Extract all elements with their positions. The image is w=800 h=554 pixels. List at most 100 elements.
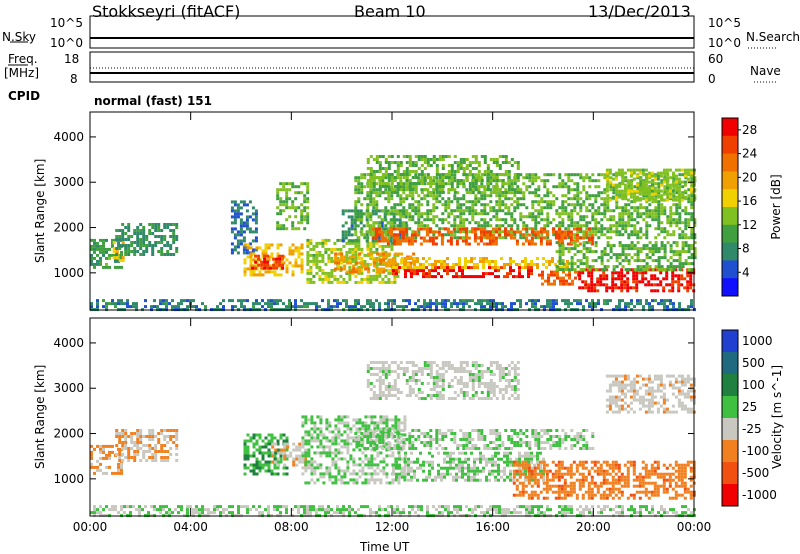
echo-cell xyxy=(366,236,370,240)
echo-cell xyxy=(636,212,640,216)
echo-cell xyxy=(627,215,631,219)
echo-cell xyxy=(585,508,588,512)
echo-cell xyxy=(553,279,556,283)
echo-cell xyxy=(118,432,122,435)
echo-cell xyxy=(133,241,137,244)
echo-cell xyxy=(120,256,123,260)
echo-cell xyxy=(120,471,123,475)
echo-cell xyxy=(153,508,156,512)
echo-cell xyxy=(348,505,351,509)
echo-cell xyxy=(453,179,457,183)
echo-cell xyxy=(423,218,427,222)
echo-cell xyxy=(384,182,388,185)
echo-cell xyxy=(638,189,642,193)
echo-cell xyxy=(666,305,669,309)
echo-cell xyxy=(600,191,604,195)
echo-cell xyxy=(690,212,694,216)
echo-cell xyxy=(381,185,385,188)
echo-cell xyxy=(393,206,397,210)
echo-cell xyxy=(629,180,633,184)
nsearch-top-tick: 10^5 xyxy=(708,16,741,30)
echo-cell xyxy=(645,247,649,251)
echo-cell xyxy=(528,511,531,515)
echo-cell xyxy=(318,268,322,272)
echo-cell xyxy=(330,280,334,284)
echo-cell xyxy=(638,177,642,181)
echo-cell xyxy=(369,188,373,192)
echo-cell xyxy=(537,209,541,213)
echo-cell xyxy=(366,265,370,269)
echo-cell xyxy=(518,266,521,270)
echo-cell xyxy=(636,268,640,272)
echo-cell xyxy=(151,456,155,459)
echo-cell xyxy=(573,253,577,257)
echo-cell xyxy=(558,173,562,177)
echo-cell xyxy=(434,275,437,279)
echo-cell xyxy=(111,241,114,245)
echo-cell xyxy=(620,195,624,199)
echo-cell xyxy=(377,236,381,240)
echo-cell xyxy=(468,299,471,303)
echo-cell xyxy=(489,158,493,161)
echo-cell xyxy=(285,511,288,515)
echo-cell xyxy=(516,173,520,176)
echo-cell xyxy=(480,182,484,186)
echo-cell xyxy=(376,267,380,271)
echo-cell xyxy=(139,247,143,250)
echo-cell xyxy=(246,511,249,515)
echo-cell xyxy=(139,223,143,226)
echo-cell xyxy=(534,236,538,240)
echo-cell xyxy=(606,218,610,222)
echo-cell xyxy=(281,266,285,270)
echo-cell xyxy=(684,227,688,231)
echo-cell xyxy=(136,447,140,450)
echo-cell xyxy=(437,272,440,276)
echo-cell xyxy=(404,227,408,231)
echo-cell xyxy=(546,236,550,240)
echo-cell xyxy=(402,200,406,204)
echo-cell xyxy=(543,200,547,204)
echo-cell xyxy=(534,173,538,177)
echo-cell xyxy=(154,450,158,453)
echo-cell xyxy=(477,188,481,192)
echo-cell xyxy=(297,508,300,512)
echo-cell xyxy=(651,218,655,222)
echo-cell xyxy=(675,265,679,269)
echo-cell xyxy=(282,209,286,213)
echo-cell xyxy=(645,230,649,234)
echo-cell xyxy=(435,299,438,303)
echo-cell xyxy=(483,212,487,216)
echo-cell xyxy=(602,277,606,281)
echo-cell xyxy=(603,212,607,216)
echo-cell xyxy=(261,273,265,277)
echo-cell xyxy=(399,200,403,204)
echo-cell xyxy=(246,243,250,247)
echo-cell xyxy=(90,453,93,457)
echo-cell xyxy=(254,221,258,225)
echo-cell xyxy=(248,230,252,234)
echo-cell xyxy=(360,230,364,234)
echo-cell xyxy=(645,268,649,272)
echo-cell xyxy=(483,188,487,191)
echo-cell xyxy=(327,280,331,284)
echo-cell xyxy=(567,247,571,251)
echo-cell xyxy=(672,250,676,254)
echo-cell xyxy=(579,209,583,213)
echo-cell xyxy=(504,221,508,225)
echo-cell xyxy=(506,272,509,276)
echo-cell xyxy=(552,203,556,207)
echo-cell xyxy=(513,161,517,164)
echo-cell xyxy=(306,256,310,260)
echo-cell xyxy=(281,257,285,261)
echo-cell xyxy=(233,236,237,240)
echo-cell xyxy=(585,194,589,198)
echo-cell xyxy=(668,192,672,196)
echo-cell xyxy=(366,247,370,251)
echo-cell xyxy=(636,191,640,195)
echo-cell xyxy=(507,212,511,216)
echo-cell xyxy=(360,188,364,192)
echo-cell xyxy=(428,239,432,243)
echo-cell xyxy=(521,227,525,231)
echo-cell xyxy=(453,215,457,219)
echo-cell xyxy=(127,229,131,232)
